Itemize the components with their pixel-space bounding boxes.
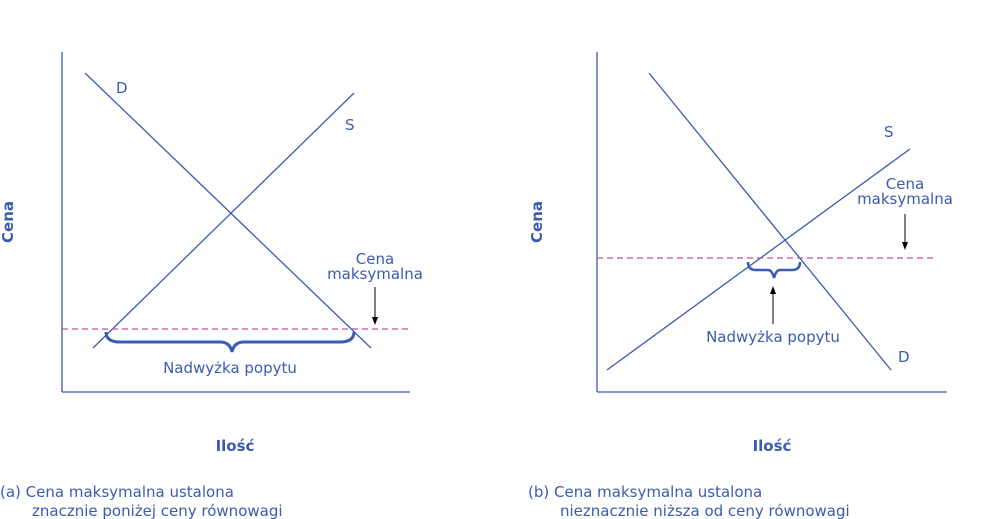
panel-a-ceiling-label-line1: Cena [356,250,394,268]
panel-a-arrow-head-icon [372,317,378,325]
panel-b-arrow-head-icon [902,242,908,250]
panel-a-caption-line1: (a) Cena maksymalna ustalona [0,483,234,501]
panel-b-ceiling-label-line1: Cena [886,175,924,193]
panel-a-demand-curve [84,72,372,349]
panel-b-y-axis-label: Cena [528,201,546,243]
panel-a-ceiling-label-line2: maksymalna [327,265,423,283]
panel-a-y-axis-label: Cena [0,201,17,243]
panel-b-demand-curve [648,72,892,371]
panel-b-shortage-brace-icon [746,261,802,279]
panel-b: S D Cena maksymalna Nadwyżka popytu Cena… [528,52,953,519]
panel-b-supply-label: S [884,123,894,141]
panel-a-caption-line2: znacznie poniżej ceny równowagi [32,502,283,519]
panel-a-shortage-brace-icon [104,331,356,353]
panel-a-demand-label: D [116,79,128,97]
panel-b-shortage-label: Nadwyżka popytu [706,328,840,346]
panel-a-shortage-label: Nadwyżka popytu [163,359,297,377]
panel-b-caption-line2: nieznacznie niższa od ceny równowagi [560,502,850,519]
panel-b-ceiling-label-line2: maksymalna [857,190,953,208]
panel-a-supply-curve [92,92,355,349]
panel-b-caption-line1: (b) Cena maksymalna ustalona [528,483,762,501]
panel-a-x-axis-label: Ilość [216,437,255,455]
panel-a: D S Cena maksymalna Nadwyżka popytu Cena… [0,52,423,519]
panel-b-x-axis-label: Ilość [753,437,792,455]
panel-a-supply-label: S [345,116,355,134]
panel-b-shortage-arrow-head-icon [770,286,776,294]
panel-b-demand-label: D [898,348,910,366]
panel-b-supply-curve [606,148,911,371]
